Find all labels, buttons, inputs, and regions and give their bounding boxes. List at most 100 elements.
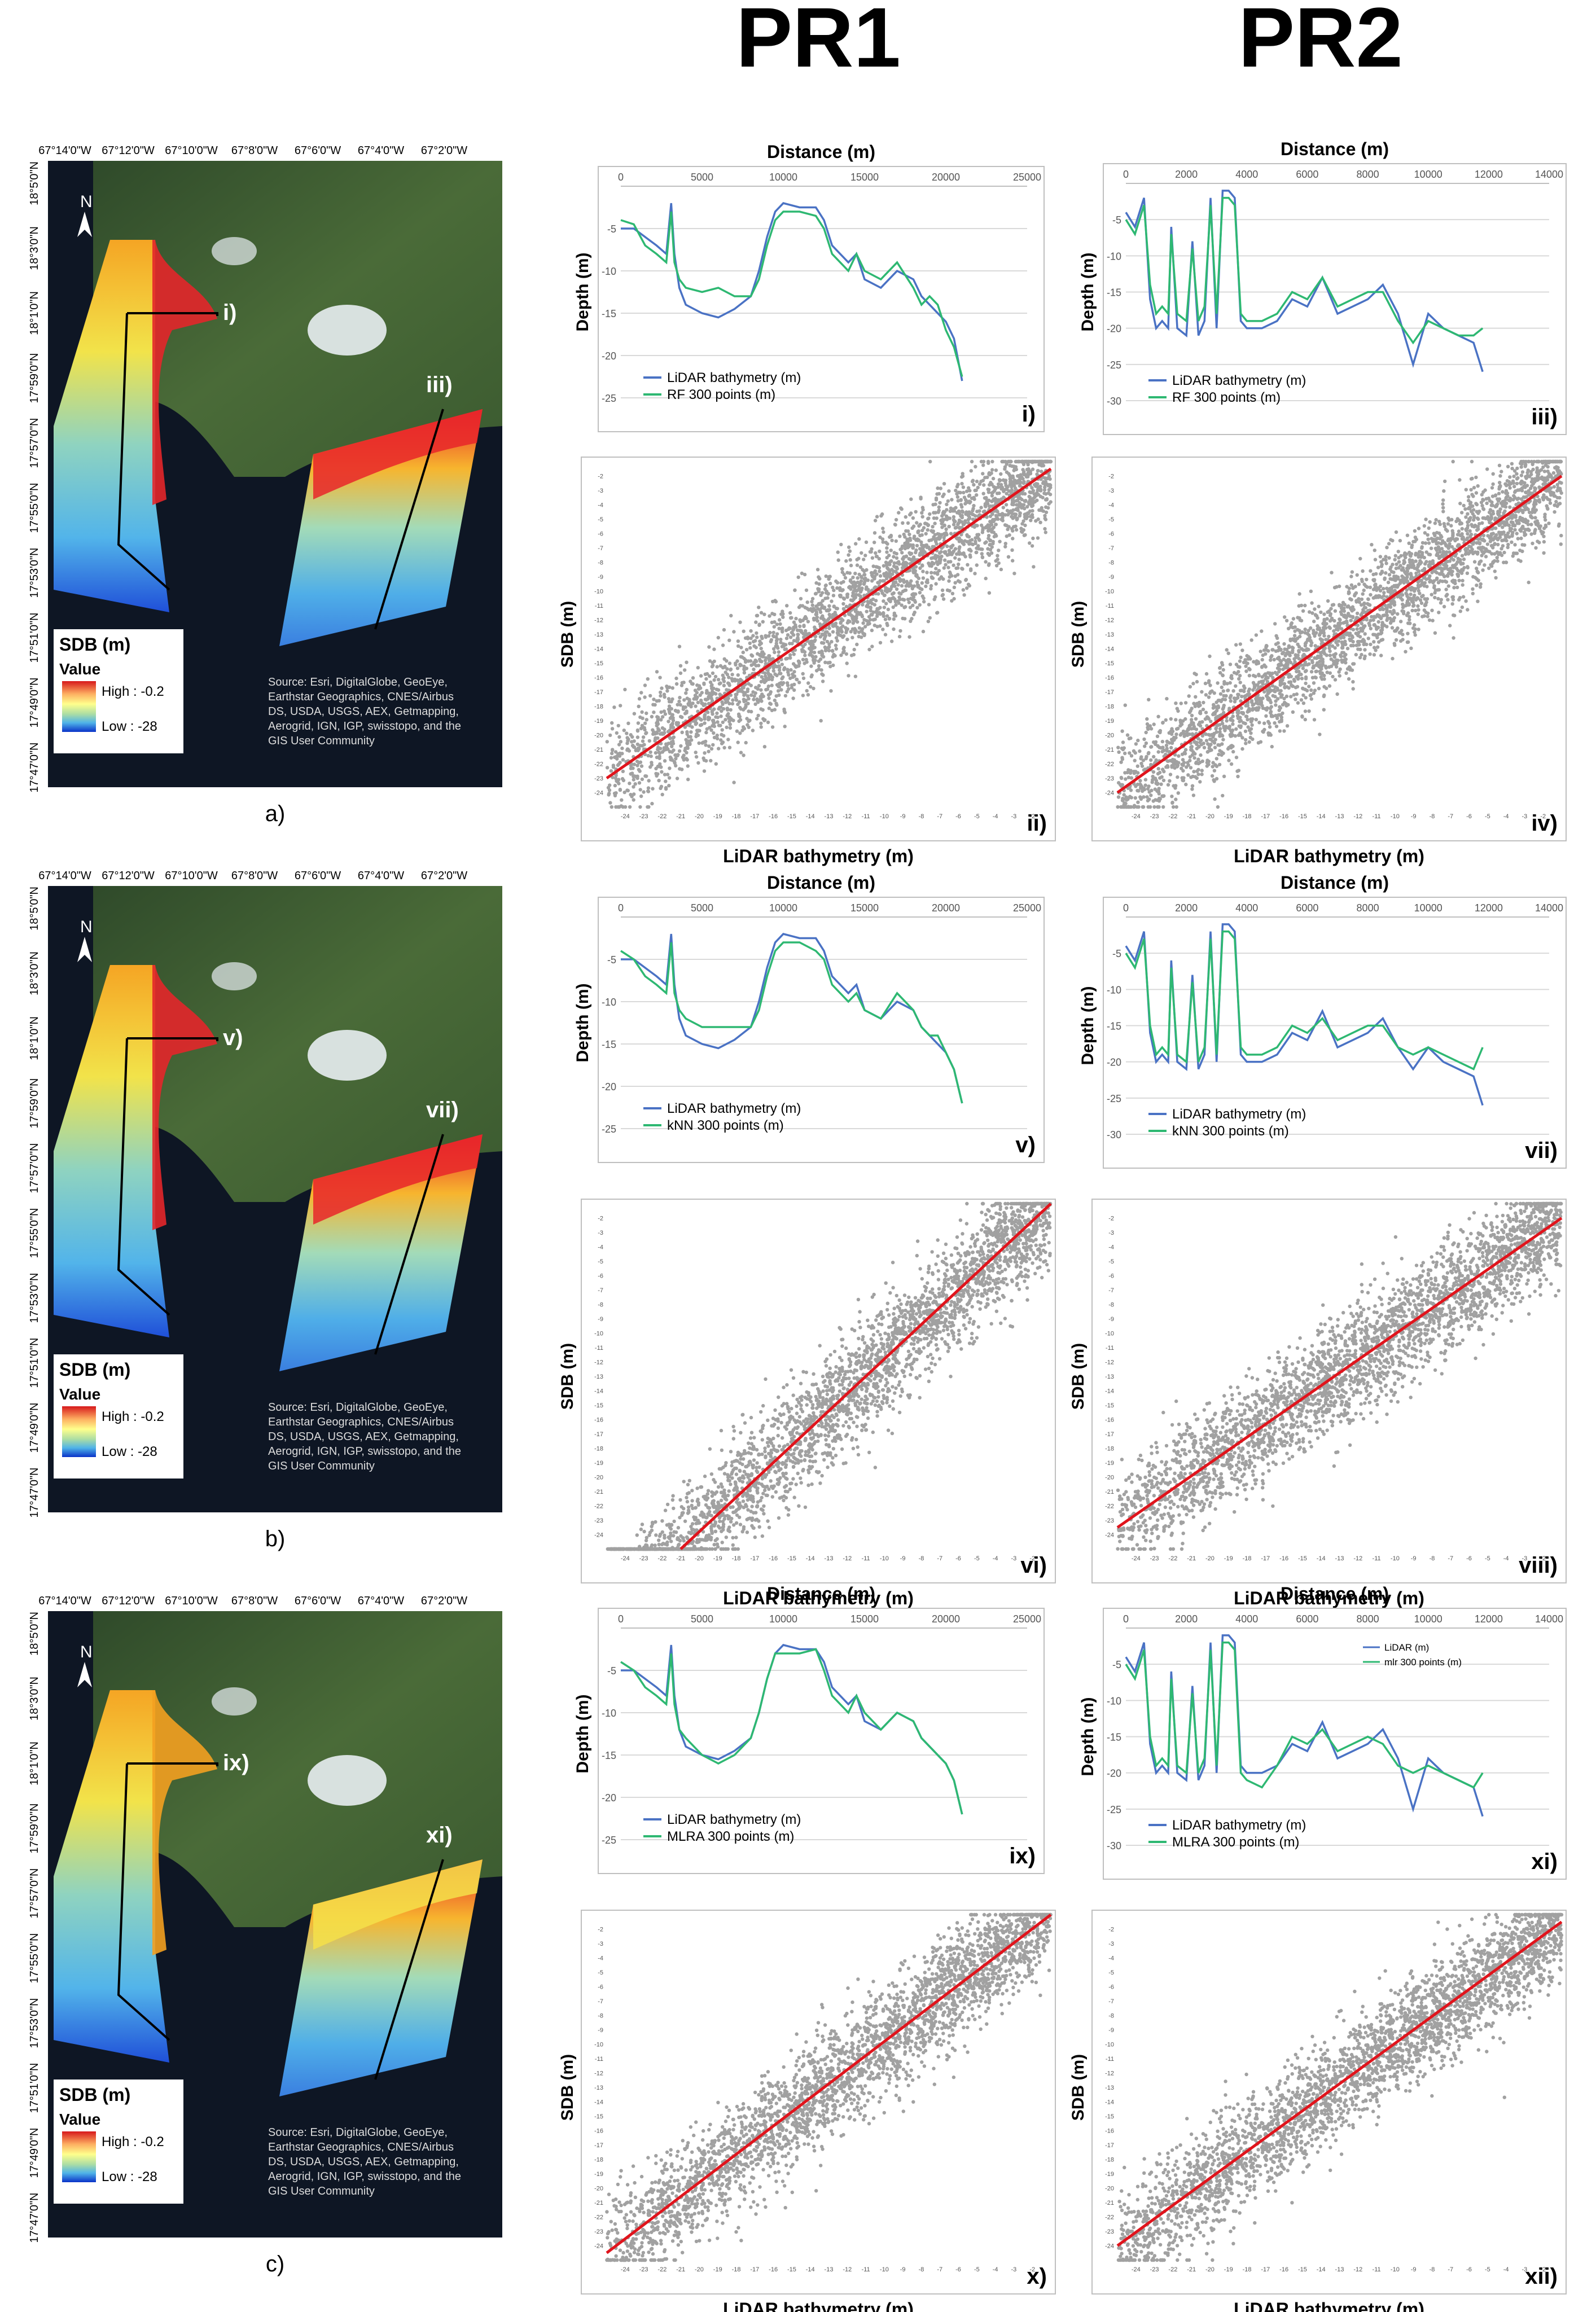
scatter-point bbox=[942, 566, 946, 569]
scatter-point bbox=[835, 647, 838, 651]
scatter-point bbox=[1543, 470, 1546, 473]
scatter-point bbox=[782, 708, 786, 711]
map-lon-tick: 67°8'0"W bbox=[231, 1595, 278, 1607]
scatter-point bbox=[792, 639, 796, 642]
scatter-point bbox=[1011, 529, 1014, 532]
scatter-point bbox=[884, 589, 887, 593]
scatter-point bbox=[1448, 624, 1452, 627]
scatter-point bbox=[1273, 658, 1276, 661]
scatter-point bbox=[928, 616, 932, 620]
scatter-point bbox=[1521, 470, 1524, 473]
scatter-point bbox=[1161, 805, 1165, 809]
map-lon-tick: 67°2'0"W bbox=[421, 870, 467, 882]
scatter-point bbox=[1497, 492, 1501, 495]
scatter-point bbox=[759, 696, 762, 700]
scatter-point bbox=[664, 712, 667, 716]
x-tick-label: -3 bbox=[1011, 813, 1017, 820]
scatter-point bbox=[737, 720, 740, 723]
scatter-point bbox=[663, 692, 666, 696]
scatter-point bbox=[709, 759, 712, 762]
scatter-point bbox=[860, 575, 863, 578]
scatter-point bbox=[995, 515, 998, 519]
scatter-point bbox=[1309, 688, 1313, 692]
map-lat-tick: 17°49'0"N bbox=[28, 1403, 41, 1453]
scatter-point bbox=[789, 635, 792, 639]
map-lat-tick: 18°3'0"N bbox=[28, 226, 41, 270]
scatter-point bbox=[1417, 527, 1420, 530]
scatter-point bbox=[638, 697, 641, 700]
scatter-point bbox=[820, 641, 823, 644]
scatter-point bbox=[785, 637, 788, 640]
scatter-point bbox=[1038, 489, 1042, 492]
scatter-point bbox=[1029, 515, 1032, 518]
x-tick-label: -7 bbox=[937, 813, 942, 820]
scatter-point bbox=[915, 544, 919, 547]
scatter-point bbox=[893, 585, 896, 588]
scatter-point bbox=[635, 760, 639, 763]
scatter-point bbox=[646, 677, 650, 681]
scatter-point bbox=[678, 645, 681, 648]
scatter-point bbox=[695, 695, 699, 699]
scatter-point bbox=[1472, 486, 1476, 489]
scatter-point bbox=[643, 683, 647, 687]
scatter-point bbox=[1493, 569, 1497, 573]
scatter-point bbox=[778, 672, 781, 675]
scatter-point bbox=[608, 783, 611, 787]
y-axis-label: Depth (m) bbox=[573, 253, 592, 332]
scatter-point bbox=[805, 607, 809, 610]
scatter-point bbox=[942, 532, 946, 536]
scatter-point bbox=[932, 529, 935, 533]
scatter-point bbox=[716, 720, 719, 723]
chart-iv: -24-24-23-23-22-22-21-21-20-20-19-19-18-… bbox=[1069, 457, 1566, 866]
scatter-point bbox=[792, 621, 796, 624]
map-source-text: Source: Esri, DigitalGlobe, GeoEye, bbox=[268, 676, 448, 688]
map-lat-tick: 17°47'0"N bbox=[28, 2193, 41, 2243]
scatter-point bbox=[1190, 787, 1194, 791]
scatter-point bbox=[783, 710, 787, 714]
scatter-point bbox=[755, 717, 758, 720]
scatter-point bbox=[1010, 503, 1014, 506]
scatter-point bbox=[823, 637, 826, 640]
scatter-point bbox=[937, 506, 941, 509]
scatter-point bbox=[1012, 525, 1015, 528]
scatter-point bbox=[882, 612, 885, 616]
scatter-point bbox=[767, 693, 770, 696]
scatter-point bbox=[1394, 554, 1397, 558]
scatter-point bbox=[875, 572, 878, 576]
scatter-point bbox=[727, 702, 731, 705]
scatter-point bbox=[1010, 549, 1014, 552]
scatter-point bbox=[660, 770, 663, 774]
scatter-point bbox=[1023, 533, 1027, 537]
scatter-point bbox=[874, 617, 877, 621]
legend-colorbar bbox=[62, 1406, 96, 1457]
scatter-point bbox=[1177, 754, 1180, 758]
scatter-point bbox=[768, 631, 771, 634]
scatter-point bbox=[774, 701, 778, 705]
scatter-point bbox=[884, 633, 887, 636]
scatter-point bbox=[982, 492, 985, 495]
scatter-point bbox=[610, 756, 613, 760]
scatter-point bbox=[832, 589, 835, 592]
scatter-point bbox=[632, 745, 635, 749]
y-tick-label: -5 bbox=[607, 223, 616, 235]
scatter-point bbox=[783, 648, 787, 651]
scatter-point bbox=[954, 581, 957, 585]
scatter-point bbox=[675, 682, 678, 686]
scatter-point bbox=[1516, 537, 1520, 540]
scatter-point bbox=[705, 691, 708, 695]
y-tick-label: -10 bbox=[1107, 251, 1121, 262]
map-lat-tick: 17°59'0"N bbox=[28, 353, 41, 403]
scatter-point bbox=[904, 515, 907, 519]
scatter-point bbox=[897, 602, 901, 605]
scatter-point bbox=[1017, 496, 1020, 499]
scatter-point bbox=[870, 644, 874, 648]
scatter-point bbox=[1434, 547, 1437, 550]
scatter-point bbox=[678, 767, 681, 770]
scatter-point bbox=[889, 587, 892, 591]
scatter-point bbox=[720, 742, 724, 745]
map-source-text: GIS User Community bbox=[268, 2185, 375, 2197]
scatter-point bbox=[969, 549, 972, 552]
scatter-point bbox=[844, 576, 847, 580]
scatter-point bbox=[1434, 518, 1437, 521]
scatter-point bbox=[667, 720, 670, 723]
